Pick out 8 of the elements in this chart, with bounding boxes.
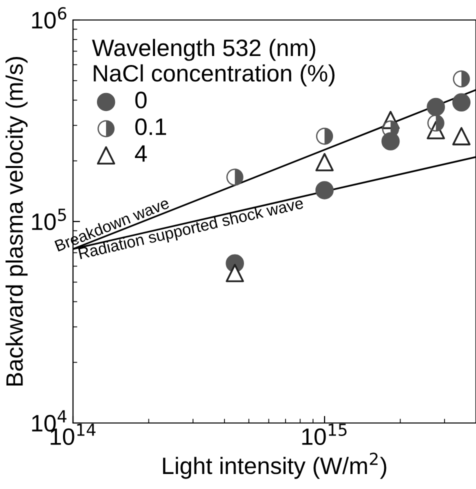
y-tick-label: 10$^{6}$: [32, 7, 66, 29]
y-axis-title: Backward plasma velocity (m/s): [6, 56, 28, 386]
legend-label: 4: [134, 145, 147, 162]
legend-title: Wavelength 532 (nm) NaCl concentration (%): [92, 38, 334, 86]
x-axis-title: Light intensity (W/m$^{2}$): [163, 452, 386, 479]
legend-label: 0.1: [135, 118, 166, 136]
x-tick-label: 10$^{15}$: [302, 424, 347, 446]
legend-label: 0: [135, 92, 147, 108]
